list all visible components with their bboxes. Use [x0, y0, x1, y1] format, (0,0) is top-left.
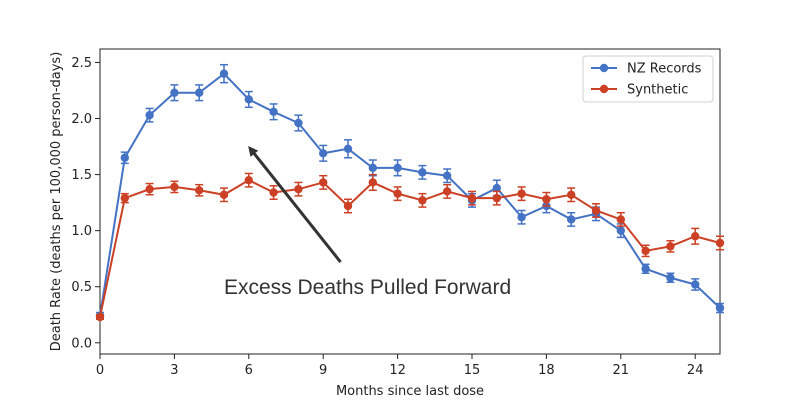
data-point [170, 88, 179, 97]
data-point [219, 69, 229, 78]
y-tick-label: 2.0 [71, 112, 92, 127]
data-point [641, 264, 650, 273]
data-point [517, 189, 526, 198]
y-tick-label: 2.5 [71, 56, 92, 71]
data-point [492, 193, 501, 203]
x-tick-label: 21 [613, 363, 630, 378]
data-point [418, 168, 427, 177]
data-point [616, 226, 625, 235]
data-point [343, 201, 353, 211]
legend-marker [599, 63, 609, 73]
data-point [120, 153, 129, 162]
data-point [269, 188, 278, 197]
y-tick-label: 0.5 [71, 280, 92, 295]
data-point [443, 187, 452, 196]
data-point [567, 190, 576, 199]
data-point [195, 186, 204, 195]
series-line [99, 179, 721, 318]
data-point [393, 163, 402, 173]
data-point [368, 163, 377, 173]
data-point [715, 303, 725, 313]
data-point [244, 175, 253, 185]
data-point [343, 144, 353, 153]
legend: NZ Records Synthetic [582, 55, 714, 103]
legend-label: NZ Records [627, 62, 702, 77]
data-point [393, 189, 402, 198]
data-point [567, 215, 576, 224]
y-tick-label: 1.5 [71, 168, 92, 183]
y-tick-label: 0.0 [71, 336, 92, 351]
x-tick-label: 12 [389, 363, 406, 378]
data-point [319, 149, 328, 158]
data-point [219, 190, 229, 199]
data-point [145, 184, 154, 194]
data-point [517, 212, 526, 222]
data-point [715, 238, 725, 248]
x-tick-label: 0 [96, 363, 104, 378]
legend-label: Synthetic [627, 83, 688, 98]
data-point [443, 171, 452, 180]
data-point [294, 118, 303, 128]
data-point [691, 232, 700, 241]
annotation-arrow [248, 146, 342, 263]
plot-frame [99, 48, 721, 355]
data-point [542, 195, 551, 204]
data-point [170, 182, 179, 192]
x-tick-label: 9 [319, 363, 327, 378]
data-point [145, 110, 154, 120]
data-point [666, 273, 675, 282]
x-tick-label: 6 [245, 363, 253, 378]
legend-marker [599, 84, 609, 94]
annotation-text: Excess Deaths Pulled Forward [224, 276, 511, 299]
data-point [319, 178, 328, 187]
data-point [492, 183, 501, 193]
data-point [269, 107, 278, 116]
data-point [294, 184, 303, 194]
data-point [244, 95, 253, 104]
x-tick-label: 18 [538, 363, 555, 378]
y-tick-label: 1.0 [71, 224, 92, 239]
data-point [467, 193, 477, 203]
data-point [616, 215, 625, 224]
series-synthetic [95, 172, 725, 322]
series-nz-records [95, 63, 725, 321]
x-axis-label: Months since last dose [336, 384, 484, 399]
x-tick-label: 24 [687, 363, 704, 378]
data-point [368, 178, 377, 187]
data-point [195, 88, 204, 97]
data-point [641, 246, 650, 256]
data-point [666, 242, 675, 251]
data-point [418, 196, 427, 205]
x-tick-label: 15 [464, 363, 481, 378]
data-point [120, 193, 129, 203]
data-point [95, 312, 105, 322]
data-point [591, 206, 601, 215]
series-line [99, 72, 721, 317]
y-axis-label: Death Rate (deaths per 100,000 person-da… [49, 52, 64, 352]
x-tick-label: 3 [170, 363, 178, 378]
data-point [691, 280, 700, 289]
